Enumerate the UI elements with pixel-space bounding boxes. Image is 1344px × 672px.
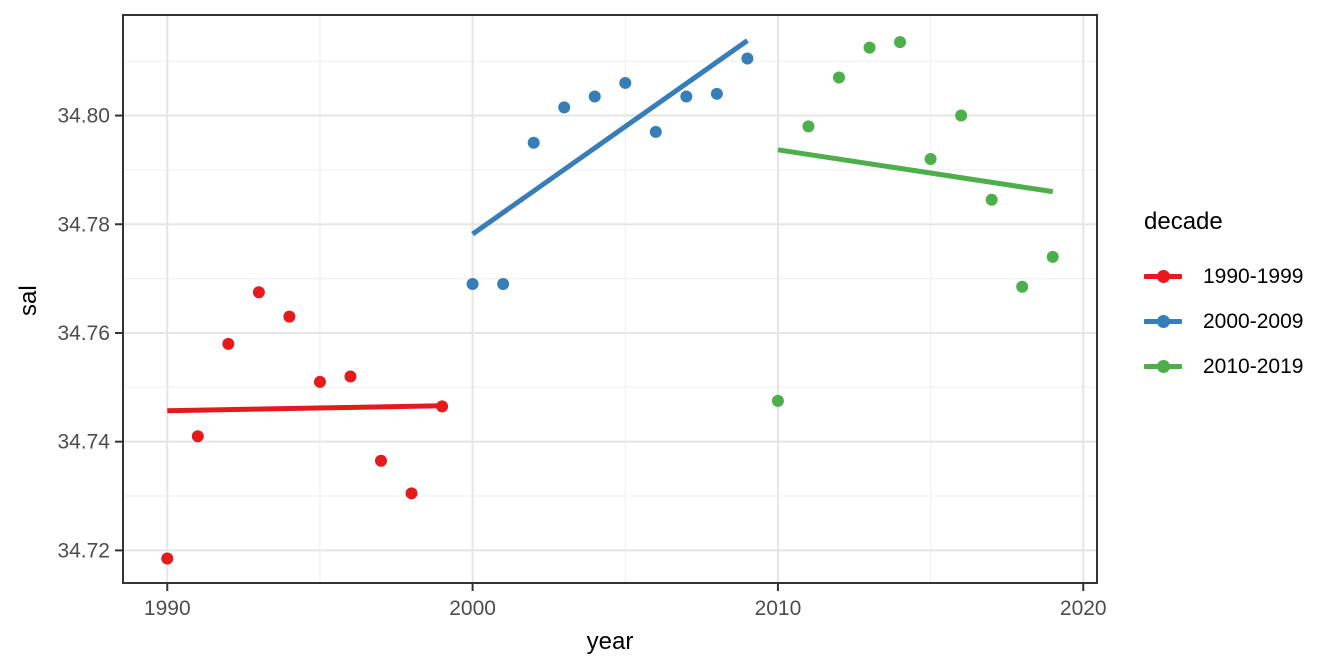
data-point-2010-2019 [894, 36, 907, 49]
data-point-1990-1999 [252, 286, 265, 299]
y-axis-tick-label: 34.74 [57, 431, 110, 454]
axis-tick-labels: 1990 2000 2010 2020 34.72 34.74 34.76 34.78 34.8… [57, 105, 1106, 620]
trend-line-1990-1999 [167, 403, 443, 414]
panel-border [122, 14, 1098, 584]
y-axis-tick-label: 34.80 [57, 105, 110, 128]
legend-item-label: 2000-2009 [1203, 309, 1304, 333]
axis-tick-marks [115, 114, 1085, 591]
data-point-2000-2009 [649, 125, 662, 138]
y-axis-tick-label: 34.76 [57, 322, 110, 345]
legend-item-2010s: 2010-2019 [1144, 344, 1340, 389]
data-point-1990-1999 [161, 552, 174, 565]
data-point-2000-2009 [497, 278, 510, 291]
y-axis-tick-label: 34.72 [57, 539, 110, 562]
data-point-2010-2019 [985, 193, 998, 206]
data-point-2010-2019 [771, 394, 784, 407]
data-point-2000-2009 [741, 52, 754, 65]
data-points [161, 36, 1059, 565]
data-point-1990-1999 [222, 337, 235, 350]
data-point-2000-2009 [466, 278, 479, 291]
data-point-1990-1999 [344, 370, 357, 383]
x-axis-tick-label: 2020 [1060, 597, 1107, 620]
y-axis-tick-label: 34.78 [57, 213, 110, 236]
data-point-2010-2019 [1016, 280, 1029, 293]
legend-title: decade [1144, 208, 1223, 235]
gridlines-major [123, 15, 1097, 583]
data-point-1990-1999 [191, 430, 204, 443]
legend-item-label: 2010-2019 [1203, 354, 1304, 378]
data-point-2000-2009 [527, 136, 540, 149]
trend-lines [167, 38, 1054, 414]
legend-key-line-dot-icon [1144, 268, 1182, 285]
y-axis-title: sal [15, 285, 42, 316]
data-point-2010-2019 [924, 153, 937, 166]
x-axis-tick-label: 2000 [449, 597, 496, 620]
data-point-2010-2019 [802, 120, 815, 133]
panel-border-rect [122, 14, 1098, 584]
x-axis-tick-label: 2010 [755, 597, 802, 620]
x-axis-tick-label: 1990 [144, 597, 191, 620]
data-point-2000-2009 [680, 90, 693, 103]
data-point-1990-1999 [313, 375, 326, 388]
data-point-2000-2009 [558, 101, 571, 114]
gridlines-minor [123, 15, 1097, 583]
trend-line-2010-2019 [777, 147, 1054, 195]
data-point-2000-2009 [619, 76, 632, 89]
data-point-2010-2019 [955, 109, 968, 122]
data-point-2000-2009 [710, 87, 723, 100]
legend-key-line-dot-icon [1144, 358, 1182, 375]
legend-key-line-dot-icon [1144, 313, 1182, 330]
data-point-1990-1999 [405, 487, 418, 500]
panel-background [123, 15, 1097, 583]
legend: decade 1990-1999 2000-2009 2010-2019 [1144, 208, 1340, 389]
trend-line-2000-2009 [471, 38, 749, 237]
data-point-1990-1999 [436, 400, 449, 413]
data-point-2000-2009 [588, 90, 601, 103]
data-point-2010-2019 [863, 41, 876, 54]
data-point-2010-2019 [832, 71, 845, 84]
x-axis-title: year [586, 628, 634, 655]
data-point-1990-1999 [375, 454, 388, 467]
data-point-2010-2019 [1046, 250, 1059, 263]
data-point-1990-1999 [283, 310, 296, 323]
panel-background-rect [123, 15, 1097, 583]
legend-item-2000s: 2000-2009 [1144, 299, 1340, 344]
legend-item-1990s: 1990-1999 [1144, 254, 1340, 299]
legend-item-label: 1990-1999 [1203, 264, 1304, 288]
